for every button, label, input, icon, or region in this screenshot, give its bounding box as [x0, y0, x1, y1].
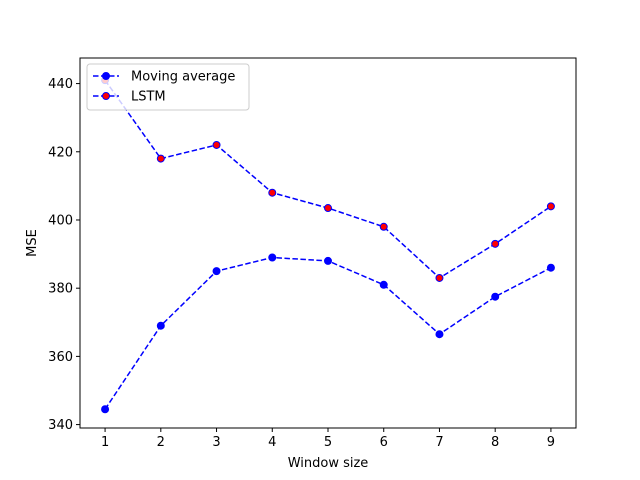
y-tick-label: 360	[48, 350, 73, 365]
series-1-point-8	[491, 292, 500, 301]
x-ticks: 1 2 3 4 5 6 7 8 9	[101, 428, 555, 450]
y-ticks: 340 360 380 400 420 440	[48, 77, 80, 433]
series-1-point-4	[268, 253, 277, 262]
legend-label-2: LSTM	[131, 90, 166, 105]
x-tick-label: 5	[324, 435, 332, 450]
y-tick-label: 420	[48, 145, 73, 160]
x-axis-title: Window size	[288, 456, 369, 471]
y-tick-label: 400	[48, 213, 73, 228]
y-tick-label: 340	[48, 418, 73, 433]
x-tick-label: 6	[380, 435, 388, 450]
series-1-point-5	[324, 256, 332, 265]
legend-marker-1	[102, 72, 110, 80]
legend: Moving average LSTM	[86, 63, 250, 111]
series-2-point-2	[156, 154, 165, 163]
x-tick-label: 4	[268, 435, 276, 450]
series-1-point-3	[212, 267, 221, 276]
series-1-point-1	[101, 405, 110, 414]
y-axis-title: MSE	[25, 229, 40, 257]
series-1-point-9	[546, 263, 555, 272]
x-tick-label: 7	[435, 435, 443, 450]
y-tick-label: 380	[48, 282, 73, 297]
x-tick-label: 9	[547, 435, 555, 450]
plot-area	[80, 58, 576, 428]
x-tick-label: 8	[491, 435, 499, 450]
legend-marker-2	[102, 92, 110, 100]
series-1-point-6	[379, 280, 388, 289]
series-2-point-6	[379, 222, 388, 231]
series-1-point-2	[156, 321, 165, 330]
y-tick-label: 440	[48, 77, 73, 92]
series-2-point-7	[435, 273, 444, 282]
series-2-point-3	[212, 140, 221, 149]
x-tick-label: 1	[101, 435, 109, 450]
series-layer	[101, 76, 555, 414]
x-tick-label: 3	[212, 435, 220, 450]
series-2-point-9	[546, 202, 555, 211]
legend-label-1: Moving average	[131, 70, 235, 85]
legend-box	[86, 63, 250, 111]
series-2-point-8	[491, 239, 500, 248]
series-2-point-4	[268, 188, 277, 197]
series-1-point-7	[435, 330, 444, 339]
x-tick-label: 2	[157, 435, 165, 450]
series-2-point-5	[324, 204, 332, 213]
